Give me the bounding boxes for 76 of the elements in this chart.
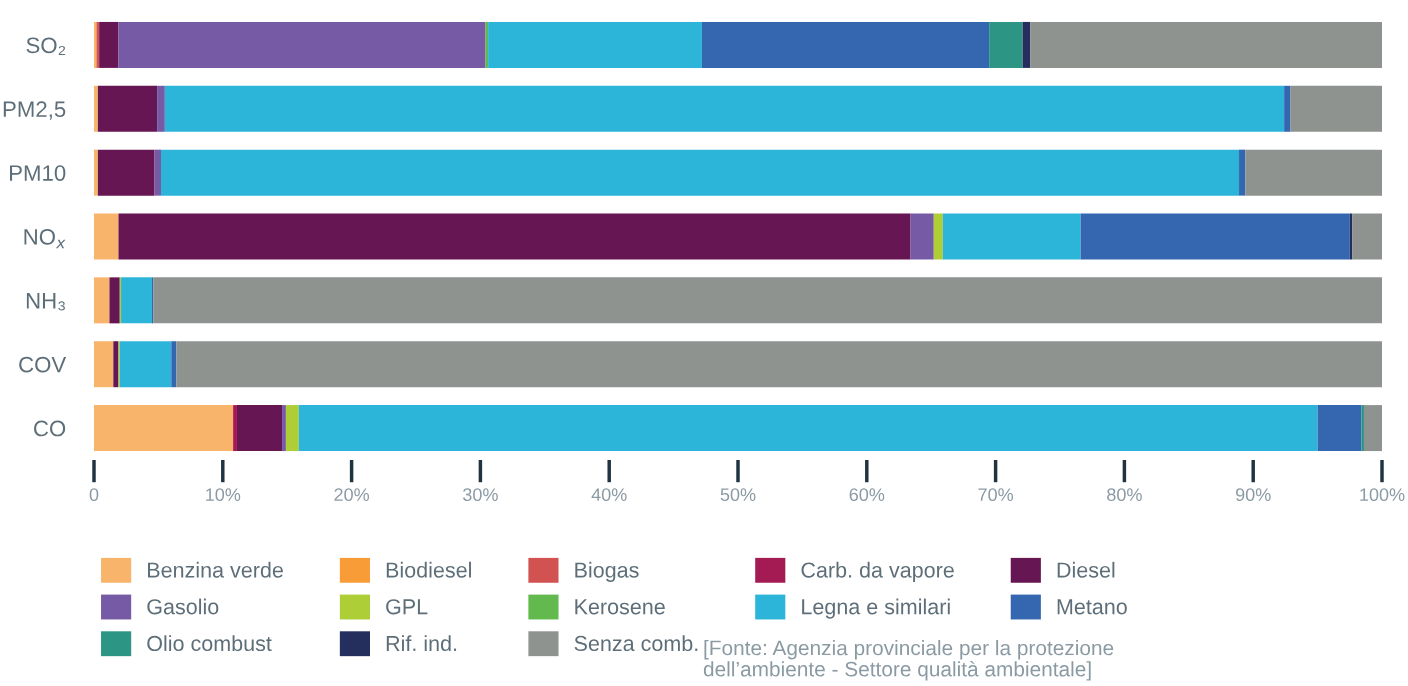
- x-tick-label: 50%: [720, 488, 756, 502]
- x-tick-label: 70%: [978, 488, 1014, 502]
- bar: [109, 277, 120, 324]
- bar: [160, 149, 1240, 196]
- bar: [154, 149, 161, 196]
- x-tick-label: 80%: [1107, 488, 1142, 502]
- legend-label: Kerosene: [575, 599, 665, 615]
- bar: [1284, 85, 1291, 132]
- legend-label: Carb. da vapore: [801, 561, 954, 582]
- x-tick-label: 40%: [591, 488, 627, 502]
- y-tick-label: COV: [19, 356, 67, 373]
- y-tick-label: NH₃: [26, 293, 65, 311]
- bar: [153, 277, 1382, 324]
- bar: [94, 213, 119, 260]
- bar: [94, 277, 110, 324]
- bar: [1361, 405, 1364, 452]
- bar: [1022, 21, 1031, 68]
- bar: [488, 21, 702, 68]
- x-tick-label: 90%: [1235, 488, 1271, 502]
- bar: [236, 405, 283, 452]
- bar: [97, 149, 155, 196]
- legend-label: Olio combust: [147, 635, 272, 652]
- legend-label: Diesel: [1057, 561, 1115, 578]
- y-tick-label: NO$_{x}$: [24, 229, 66, 249]
- bar: [1030, 21, 1382, 68]
- x-tick-label: 20%: [334, 488, 370, 502]
- bar: [164, 85, 1285, 132]
- legend-label: Rif. ind.: [386, 635, 457, 652]
- legend-label: GPL: [386, 599, 428, 615]
- x-tick-label: 10%: [206, 488, 241, 502]
- legend-label: Biodiesel: [386, 561, 471, 578]
- bar: [282, 405, 286, 452]
- bar: [94, 85, 98, 132]
- legend-label: Metano: [1057, 599, 1127, 615]
- bar: [1290, 85, 1382, 132]
- x-tick-label: 0: [89, 488, 99, 502]
- y-tick-label: SO₂: [26, 37, 66, 55]
- bar: [113, 341, 119, 388]
- bar: [97, 85, 158, 132]
- legend-label: Biogas: [575, 561, 639, 582]
- bar: [233, 405, 237, 452]
- legend-label: Legna e similari: [802, 598, 950, 619]
- bar: [1239, 149, 1246, 196]
- bar: [118, 21, 486, 68]
- bar: [94, 405, 234, 452]
- bar: [285, 405, 299, 452]
- legend-label: Benzina verde: [148, 561, 283, 578]
- x-tick-label: 30%: [463, 488, 498, 502]
- bar: [119, 341, 172, 388]
- bar: [157, 85, 165, 132]
- legend-label: Gasolio: [147, 598, 219, 615]
- bar: [1317, 405, 1362, 452]
- bar: [121, 277, 152, 324]
- bar: [910, 213, 934, 260]
- bar: [933, 213, 943, 260]
- text: [Fonte: Agenzia provinciale per la protezione dell’ambiente - Settore qualità ambientale]: [703, 640, 1114, 681]
- legend-label: Senza comb.: [574, 635, 698, 652]
- bar: [94, 341, 114, 388]
- bar: [99, 21, 119, 68]
- bar: [942, 213, 1081, 260]
- bar: [1363, 405, 1382, 452]
- x-tick-label: 60%: [849, 488, 885, 502]
- bar: [94, 149, 98, 196]
- bar: [1245, 149, 1382, 196]
- bar: [989, 21, 1023, 68]
- bar: [171, 341, 177, 388]
- bar: [118, 213, 911, 260]
- x-tick-label: 100%: [1360, 488, 1405, 502]
- bar: [701, 21, 990, 68]
- y-tick-label: PM2,5: [3, 101, 66, 120]
- y-tick-label: CO: [34, 420, 66, 437]
- bar: [1352, 213, 1382, 260]
- y-tick-label: PM10: [10, 165, 66, 181]
- bar: [298, 405, 1318, 452]
- bar: [1080, 213, 1350, 260]
- bar: [176, 341, 1382, 388]
